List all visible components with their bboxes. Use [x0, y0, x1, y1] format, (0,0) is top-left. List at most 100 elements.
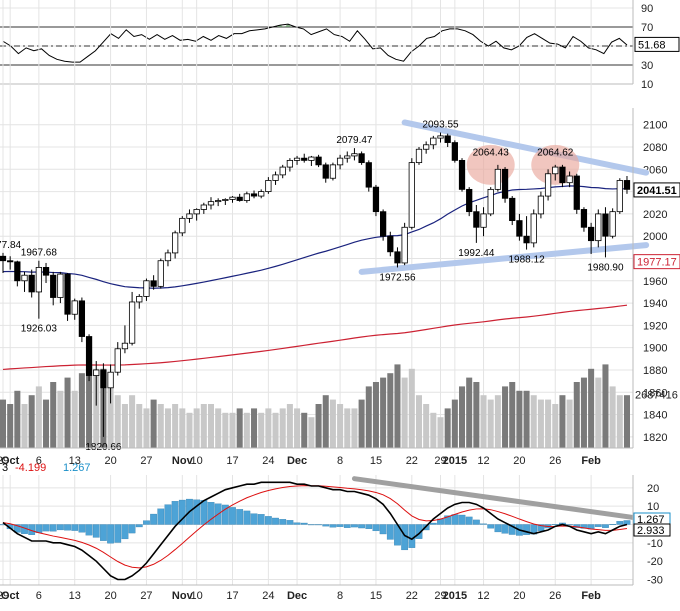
price-annotation: 1820.66 [85, 442, 122, 453]
rsi-panel: 907050301051.68 [0, 0, 680, 91]
candle-body [85, 336, 93, 376]
macd-histogram-bar [343, 524, 351, 528]
volume-bar [530, 395, 537, 448]
candle-body [516, 220, 523, 237]
volume-bar [595, 377, 602, 448]
candle-body [408, 162, 415, 228]
candle-body [566, 175, 573, 184]
volume-bar [308, 417, 315, 448]
candle-body [136, 295, 143, 303]
candle-body [301, 157, 308, 161]
price-annotation: 2079.47 [336, 135, 373, 146]
macd-histogram-bar [365, 524, 373, 529]
price-tick-label: 2020 [643, 209, 667, 221]
macd-tick-label: -10 [647, 538, 663, 550]
volume-bar [294, 408, 301, 448]
volume-bar [7, 404, 14, 448]
volume-bar [516, 390, 523, 448]
candle-body [537, 195, 545, 215]
price-x-tick-label: 15 [370, 455, 382, 467]
candle-body [293, 157, 301, 161]
candle-body [42, 267, 50, 276]
volume-bar [136, 404, 143, 448]
candle-body [286, 159, 294, 168]
sma50-line [2, 185, 627, 289]
macd-histogram-bar [236, 509, 244, 525]
candle-body [509, 197, 516, 221]
volume-bar [207, 404, 215, 448]
price-annotation: 1972.56 [379, 272, 416, 283]
volume-bar [286, 404, 293, 448]
macd-histogram-bar [472, 519, 480, 525]
volume-bar [186, 412, 193, 448]
candle-body [580, 209, 588, 228]
candle-body [423, 144, 430, 150]
price-x-tick-label: Dec [287, 455, 307, 467]
volume-bar [236, 408, 243, 448]
candle-body [207, 201, 215, 206]
candle-body [193, 209, 200, 215]
macd-histogram-bar [537, 524, 545, 531]
macd-histogram-bar [609, 524, 617, 525]
macd-x-tick-label: 17 [226, 590, 238, 602]
price-x-tick-label: 13 [69, 455, 81, 467]
candle-body [21, 274, 28, 282]
volume-bar [35, 386, 42, 448]
macd-x-tick-label: 29 [434, 590, 446, 602]
candle-body [272, 174, 279, 181]
volume-bar [559, 395, 566, 448]
macd-tick-label: -20 [647, 556, 663, 568]
rsi-value-label: 51.68 [638, 39, 666, 51]
volume-bar [315, 404, 322, 448]
candle-body [78, 300, 86, 337]
macd-histogram-bar [336, 524, 344, 527]
trendline [358, 242, 650, 275]
macd-x-tick-label: 12 [477, 590, 489, 602]
candle-body [523, 235, 530, 244]
candle-body [430, 137, 437, 146]
macd-histogram-bar [322, 524, 330, 527]
macd-histogram-bar [135, 524, 143, 528]
candle-body [28, 274, 35, 293]
volume-bar [150, 399, 157, 448]
rsi-overbought-area [276, 24, 292, 27]
candle-body [143, 280, 150, 297]
volume-bar [86, 364, 93, 448]
macd-histogram-bar [78, 524, 86, 533]
price-x-tick-label: Feb [581, 455, 601, 467]
price-tick-label: 1940 [643, 298, 667, 310]
volume-bar [466, 377, 473, 448]
candle-body [150, 280, 157, 287]
candle-body [186, 213, 193, 219]
macd-trendline [351, 476, 647, 522]
macd-histogram-bar [107, 524, 114, 544]
macd-histogram-bar [100, 524, 107, 541]
candle-body [0, 255, 7, 262]
volume-bar [78, 373, 85, 448]
macd-histogram-bar [415, 524, 423, 539]
candle-body [487, 188, 494, 215]
price-annotation: 1980.90 [587, 262, 624, 273]
candle-body [50, 274, 57, 298]
macd-x-tick-label: Nov [172, 590, 194, 602]
price-x-tick-label: 10 [191, 455, 203, 467]
volume-bar [279, 408, 286, 448]
volume-bar [344, 408, 351, 448]
price-tick-label: 1900 [643, 343, 667, 355]
candle-body [387, 235, 394, 253]
volume-bar [179, 408, 186, 448]
macd-histogram-bar [128, 524, 136, 534]
candle-body [71, 300, 78, 315]
candle-body [379, 211, 387, 237]
volume-bar [372, 382, 379, 448]
volume-bar [523, 390, 530, 448]
candle-body [458, 159, 466, 190]
macd-histogram-bar [279, 519, 287, 525]
price-annotation: 1977.84 [0, 240, 22, 251]
macd-histogram-bar [171, 501, 179, 525]
macd-histogram-bar [623, 520, 631, 525]
volume-bar [494, 395, 501, 448]
macd-x-tick-label: Feb [581, 590, 601, 602]
macd-histogram-bar [551, 524, 559, 526]
